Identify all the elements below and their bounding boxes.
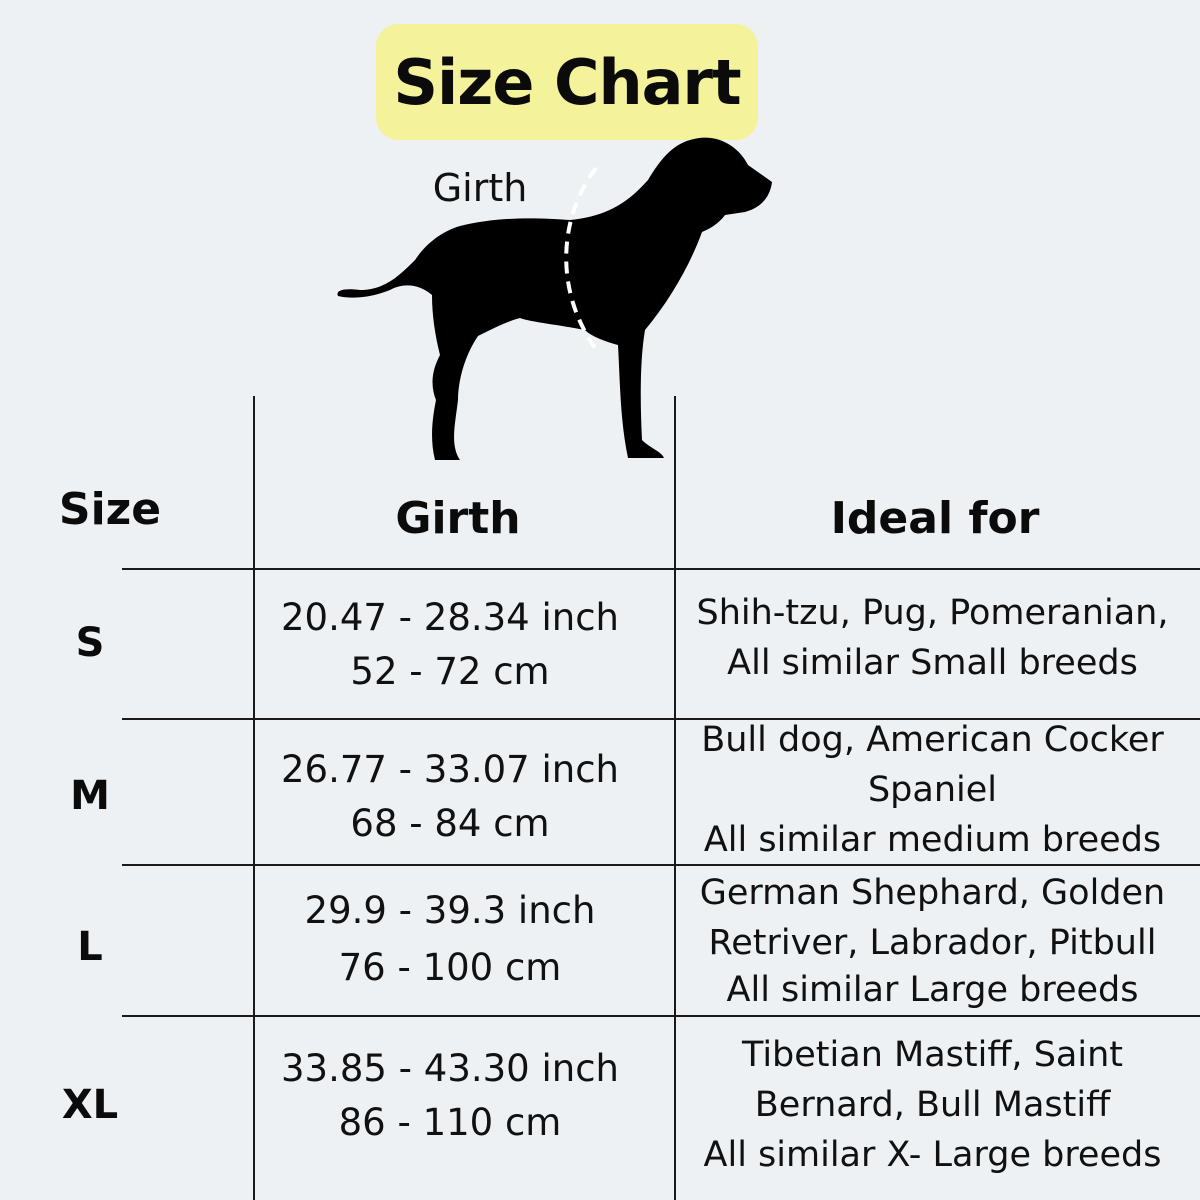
table-divider-horizontal-3 <box>122 864 1200 866</box>
title-highlight <box>376 24 758 140</box>
size-s: S <box>75 620 105 666</box>
table-divider-vertical-1 <box>253 396 255 1200</box>
header-size: Size <box>58 484 162 535</box>
girth-inch: 20.47 - 28.34 inch <box>280 596 619 639</box>
ideal-line: All similar Large breeds <box>726 970 1139 1010</box>
header-girth: Girth <box>395 493 521 544</box>
ideal-xl: Tibetian Mastiff, Saint Bernard, Bull Ma… <box>680 1030 1185 1180</box>
girth-s: 20.47 - 28.34 inch 52 - 72 cm <box>260 591 640 699</box>
table-divider-vertical-2 <box>674 396 676 1200</box>
size-xl: XL <box>61 1082 119 1128</box>
size-l: L <box>77 924 103 970</box>
ideal-line: All similar X- Large breeds <box>703 1135 1162 1175</box>
ideal-line: German Shephard, Golden <box>699 873 1166 913</box>
girth-l: 29.9 - 39.3 inch 76 - 100 cm <box>260 884 640 998</box>
girth-diagram-label: Girth <box>432 166 528 210</box>
ideal-line: Shih-tzu, Pug, Pomeranian, <box>696 593 1169 633</box>
girth-xl: 33.85 - 43.30 inch 86 - 110 cm <box>260 1042 640 1150</box>
ideal-line: Bernard, Bull Mastiff <box>754 1085 1111 1125</box>
table-divider-horizontal-1 <box>122 568 1200 570</box>
girth-cm: 52 - 72 cm <box>350 650 550 693</box>
ideal-line: Retriver, Labrador, Pitbull <box>708 923 1157 963</box>
table-divider-horizontal-2 <box>122 718 1200 720</box>
dog-silhouette <box>337 137 772 461</box>
girth-m: 26.77 - 33.07 inch 68 - 84 cm <box>260 743 640 851</box>
ideal-s: Shih-tzu, Pug, Pomeranian, All similar S… <box>680 588 1185 688</box>
page-title: Size Chart <box>393 45 741 119</box>
girth-inch: 29.9 - 39.3 inch <box>304 889 596 932</box>
dog-silhouette-illustration <box>337 137 772 461</box>
ideal-line: Bull dog, American Cocker <box>701 720 1164 760</box>
girth-inch: 33.85 - 43.30 inch <box>280 1047 619 1090</box>
girth-measure-dashes <box>564 166 600 354</box>
girth-inch: 26.77 - 33.07 inch <box>280 748 619 791</box>
girth-cm: 86 - 110 cm <box>338 1101 562 1144</box>
ideal-line: All similar medium breeds <box>703 820 1162 860</box>
girth-cm: 68 - 84 cm <box>350 802 550 845</box>
ideal-line: Spaniel <box>867 770 998 810</box>
ideal-line: Tibetian Mastiff, Saint <box>742 1035 1123 1075</box>
ideal-m: Bull dog, American Cocker Spaniel All si… <box>680 715 1185 865</box>
header-ideal-for: Ideal for <box>830 493 1040 544</box>
size-m: M <box>70 773 110 819</box>
girth-cm: 76 - 100 cm <box>338 946 562 989</box>
ideal-line: All similar Small breeds <box>727 643 1138 683</box>
table-divider-horizontal-4 <box>122 1015 1200 1017</box>
ideal-l: German Shephard, Golden Retriver, Labrad… <box>680 868 1185 1012</box>
